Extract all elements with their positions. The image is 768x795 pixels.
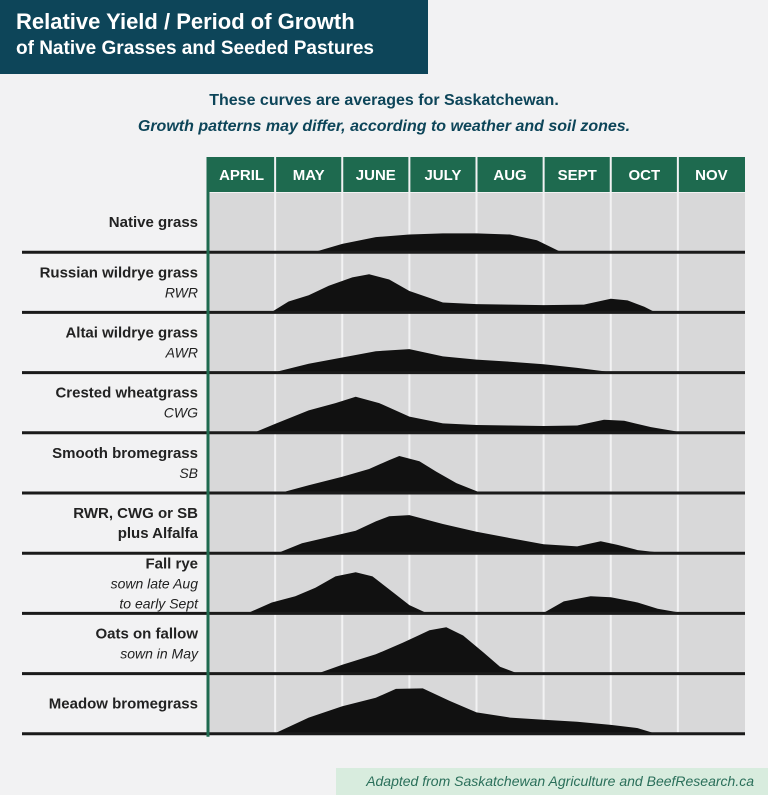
series-sublabel: SB — [179, 465, 198, 481]
series-label: Russian wildrye grass — [40, 264, 198, 281]
growth-curve — [278, 515, 662, 553]
growth-curve — [275, 688, 655, 734]
month-header-cell — [208, 157, 276, 192]
series-label: plus Alfalfa — [118, 525, 199, 542]
month-label: JULY — [424, 167, 461, 184]
month-header-cell — [677, 157, 745, 192]
series-sublabel: AWR — [165, 345, 198, 361]
growth-curve — [271, 274, 655, 312]
series-sublabel: sown in May — [120, 646, 199, 662]
growth-curve — [248, 572, 682, 613]
month-header-cell — [543, 157, 611, 192]
month-header-cell — [275, 157, 343, 192]
growth-curve — [255, 396, 682, 433]
source-credit: Adapted from Saskatchewan Agriculture an… — [366, 773, 754, 789]
growth-curve — [315, 233, 561, 252]
series-sublabel: to early Sept — [119, 595, 199, 611]
month-label: OCT — [628, 167, 660, 184]
series-label: Native grass — [109, 214, 198, 231]
series-label: Meadow bromegrass — [49, 696, 198, 713]
growth-curve — [318, 627, 517, 674]
month-label: SEPT — [558, 167, 597, 184]
month-header-cell — [610, 157, 678, 192]
series-label: Oats on fallow — [95, 626, 198, 643]
month-label: APRIL — [219, 167, 264, 184]
series-sublabel: RWR — [165, 284, 198, 300]
subtitle-line-1: These curves are averages for Saskatchew… — [209, 92, 559, 109]
month-header-cell — [342, 157, 410, 192]
chart-title-line-1: Relative Yield / Period of Growth — [16, 9, 355, 34]
footer-banner: Adapted from Saskatchewan Agriculture an… — [336, 768, 768, 795]
month-header-cell — [409, 157, 477, 192]
subtitle-line-2: Growth patterns may differ, according to… — [137, 118, 631, 135]
growth-chart: APRIL MAY JUNE JULY AUG SEPT OCT NOV Native gras… — [22, 157, 745, 737]
month-label: NOV — [695, 167, 728, 184]
series-sublabel: sown late Aug — [111, 575, 199, 591]
growth-curve — [275, 349, 611, 373]
month-header-cell — [476, 157, 544, 192]
month-label: JUNE — [356, 167, 396, 184]
growth-curve — [281, 456, 480, 493]
month-label: AUG — [493, 167, 526, 184]
series-label: Altai wildrye grass — [65, 325, 198, 342]
series-label: Smooth bromegrass — [52, 445, 198, 462]
chart-title-line-2: of Native Grasses and Seeded Pastures — [16, 38, 374, 59]
month-label: MAY — [293, 167, 325, 184]
series-label: RWR, CWG or SB — [73, 505, 198, 522]
series-sublabel: CWG — [164, 405, 198, 421]
title-banner: Relative Yield / Period of Growth of Nat… — [0, 0, 428, 74]
series-label: Crested wheatgrass — [55, 385, 198, 402]
series-label: Fall rye — [145, 555, 198, 572]
